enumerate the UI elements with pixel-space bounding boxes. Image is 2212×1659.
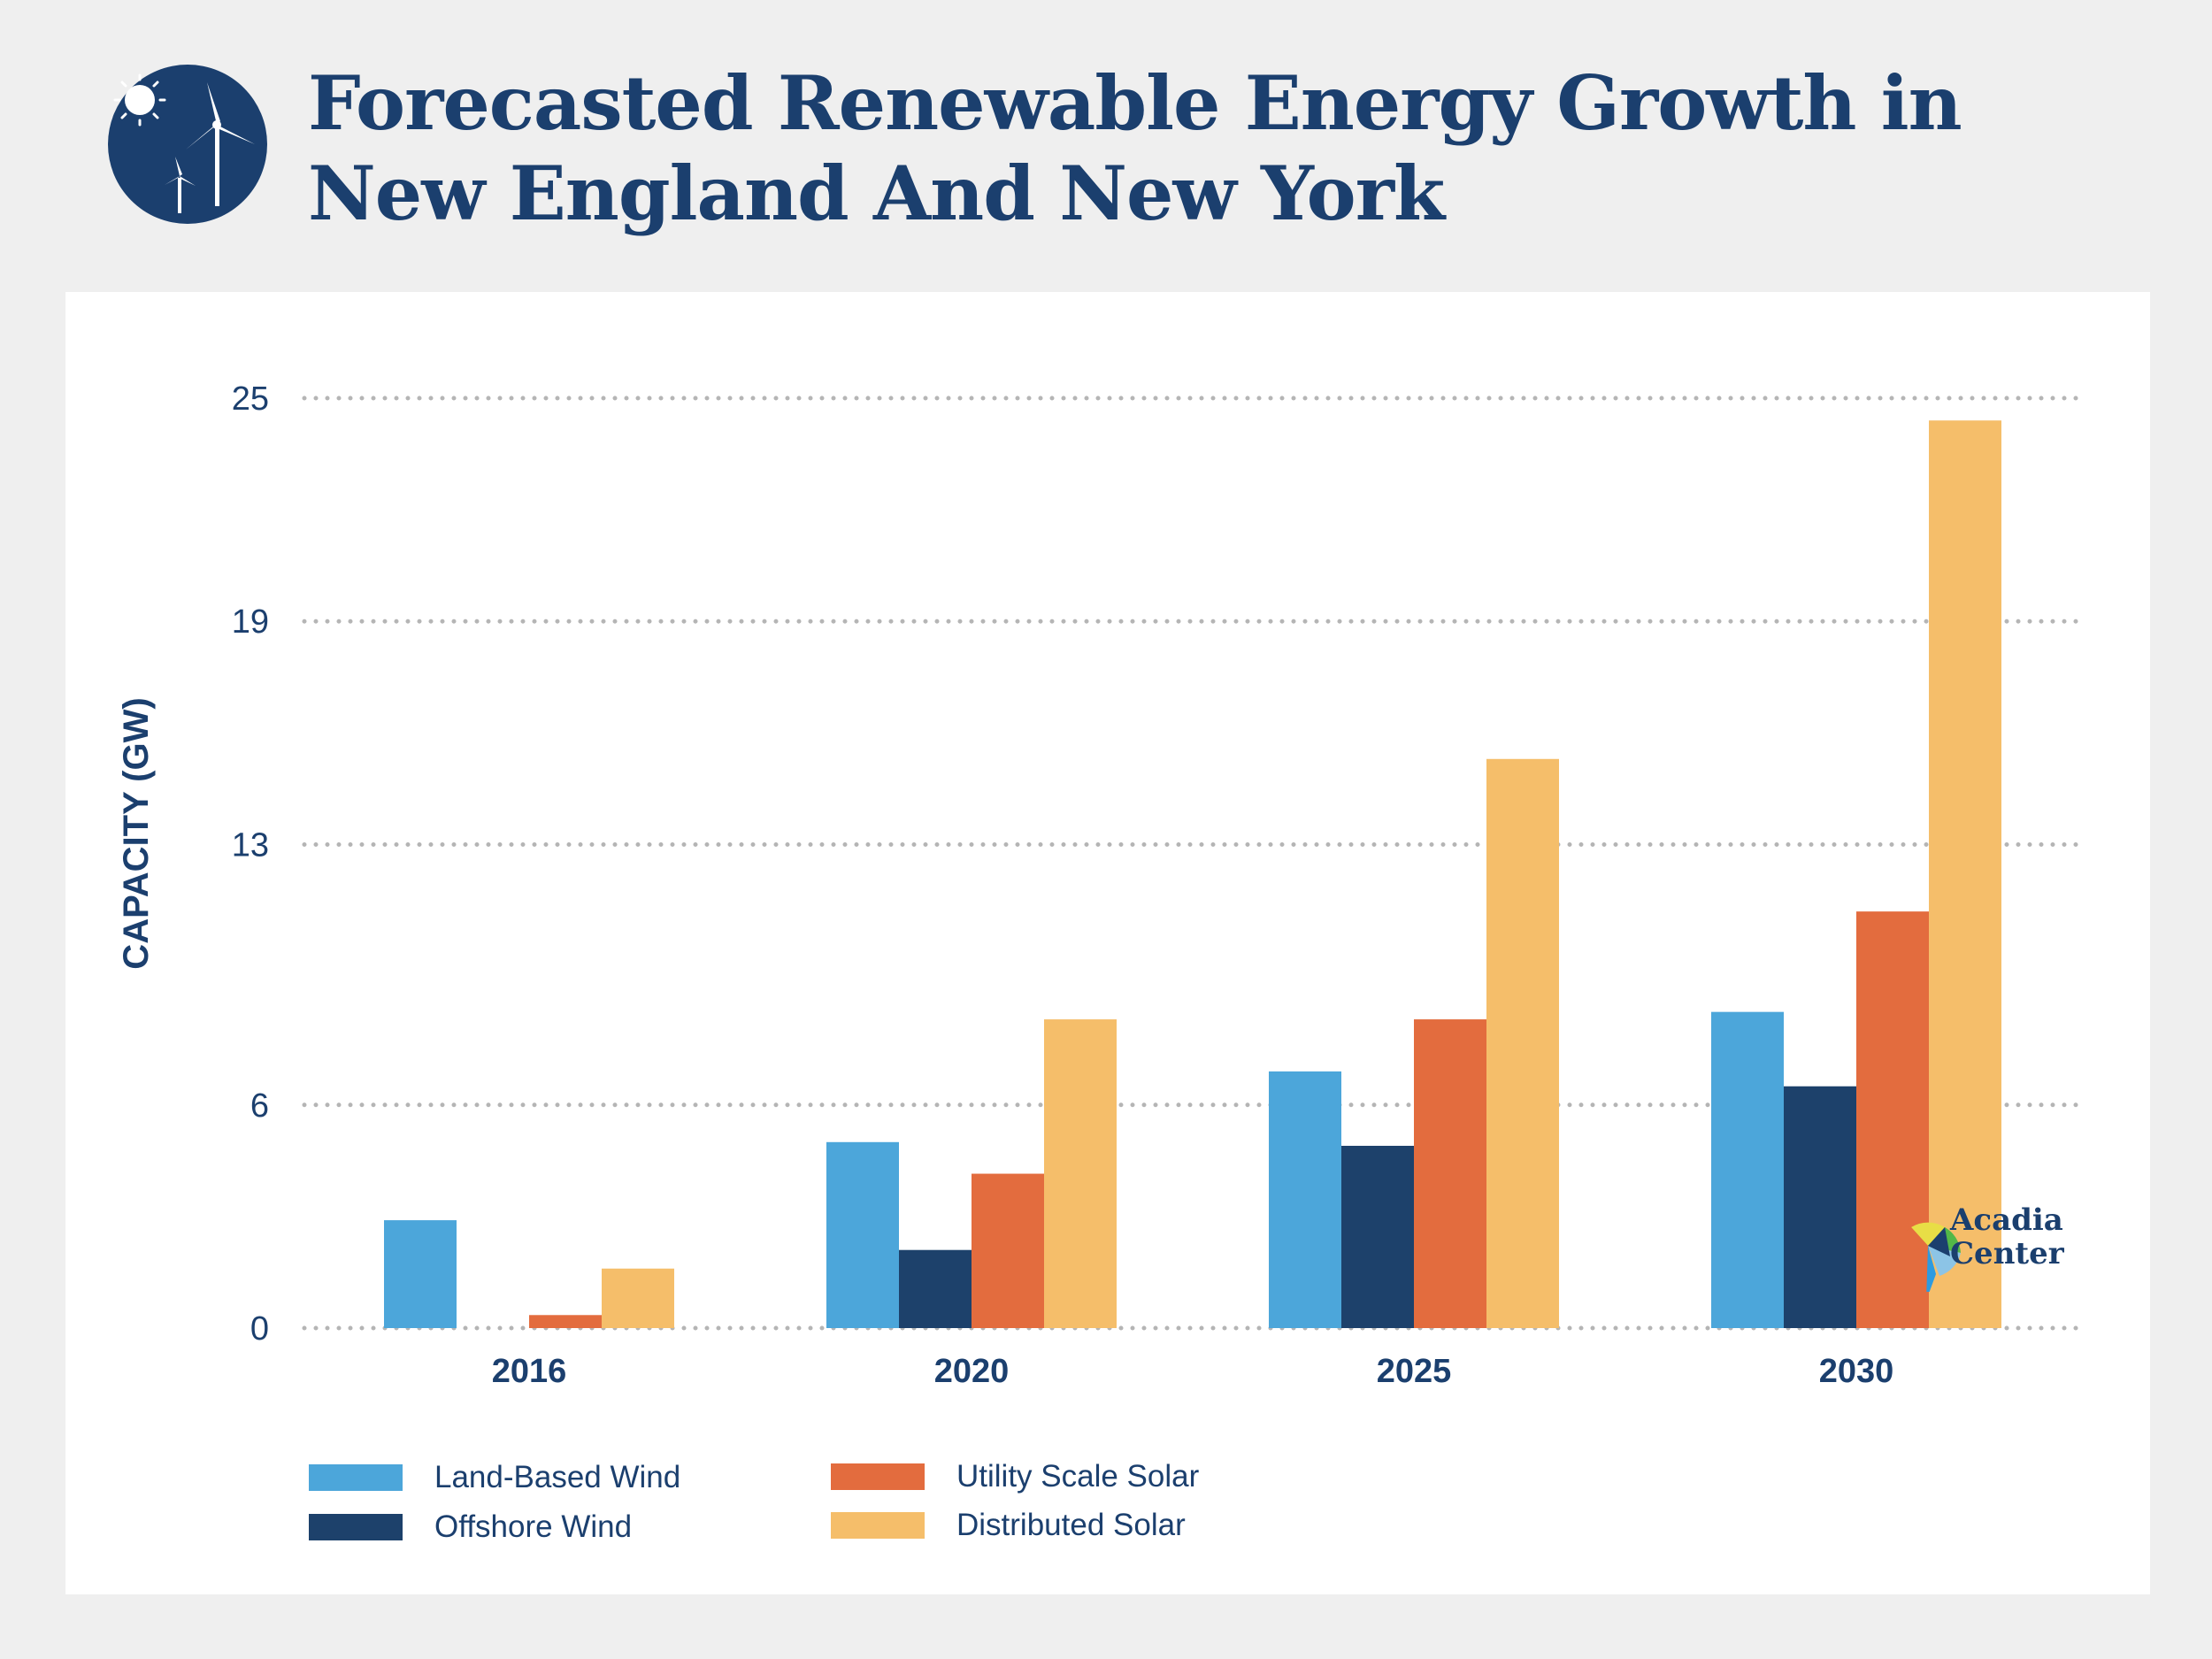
y-tick-label: 19 bbox=[232, 603, 269, 641]
logo-line-2: Center bbox=[1950, 1236, 2064, 1271]
y-axis-label: CAPACITY (GW) bbox=[117, 697, 156, 969]
legend: Land-Based Wind Offshore Wind Utility Scal… bbox=[65, 292, 2150, 1594]
legend-item-distributed-solar: Distributed Solar bbox=[831, 1508, 1186, 1543]
bar-distributed-solar-2025 bbox=[1486, 758, 1559, 1328]
legend-label: Offshore Wind bbox=[434, 1509, 633, 1544]
legend-swatch bbox=[831, 1512, 925, 1539]
bar-utility-scale-solar-2030 bbox=[1856, 911, 1929, 1328]
legend-item-land-based-wind: Land-Based Wind bbox=[309, 1460, 680, 1495]
logo-line-1: Acadia bbox=[1950, 1202, 2063, 1238]
logo-text: Acadia Center bbox=[1950, 1203, 2064, 1271]
legend-label: Utility Scale Solar bbox=[956, 1459, 1200, 1494]
y-tick-label: 0 bbox=[250, 1310, 269, 1348]
y-tick-label: 6 bbox=[250, 1087, 269, 1125]
title-line-2: New England And New York bbox=[308, 150, 1445, 237]
bar-utility-scale-solar-2025 bbox=[1414, 1019, 1486, 1328]
title-line-1: Forecasted Renewable Energy Growth in bbox=[308, 59, 1962, 147]
bar-offshore-wind-2025 bbox=[1341, 1146, 1414, 1328]
bar-land-based-wind-2025 bbox=[1269, 1071, 1341, 1328]
bar-utility-scale-solar-2020 bbox=[972, 1173, 1044, 1328]
x-tick-label-2030: 2030 bbox=[1819, 1353, 1894, 1390]
x-tick-label-2020: 2020 bbox=[934, 1353, 1010, 1390]
bar-land-based-wind-2020 bbox=[826, 1141, 899, 1328]
bar-distributed-solar-2020 bbox=[1044, 1019, 1117, 1328]
legend-label: Land-Based Wind bbox=[434, 1460, 681, 1494]
x-tick-label-2025: 2025 bbox=[1377, 1353, 1452, 1390]
bars bbox=[384, 420, 2001, 1328]
bar-offshore-wind-2020 bbox=[899, 1249, 972, 1328]
legend-item-utility-scale-solar: Utility Scale Solar bbox=[831, 1459, 1199, 1494]
sun-and-wind-turbines-icon bbox=[108, 65, 267, 224]
legend-label: Distributed Solar bbox=[956, 1508, 1186, 1542]
bar-distributed-solar-2016 bbox=[602, 1268, 674, 1328]
bar-land-based-wind-2030 bbox=[1711, 1011, 1784, 1328]
acadia-center-logo bbox=[1897, 1222, 1961, 1292]
y-tick-label: 25 bbox=[232, 380, 269, 418]
bar-offshore-wind-2030 bbox=[1784, 1086, 1856, 1328]
legend-item-offshore-wind: Offshore Wind bbox=[309, 1509, 632, 1545]
bar-utility-scale-solar-2016 bbox=[529, 1315, 602, 1328]
legend-swatch bbox=[309, 1464, 403, 1491]
y-tick-label: 13 bbox=[232, 826, 269, 864]
bar-land-based-wind-2016 bbox=[384, 1220, 457, 1328]
bar-distributed-solar-2030 bbox=[1929, 420, 2001, 1328]
x-tick-label-2016: 2016 bbox=[492, 1353, 567, 1390]
x-axis-ticks: 2016 2020 2025 2030 bbox=[492, 1353, 1894, 1390]
legend-swatch bbox=[831, 1463, 925, 1490]
page-title: Forecasted Renewable Energy Growth in Ne… bbox=[308, 58, 2078, 239]
legend-swatch bbox=[309, 1514, 403, 1540]
chart-card: 0 6 13 19 25 2016 2020 2025 2030 CAPACITY (GW) … bbox=[65, 292, 2150, 1594]
y-axis-ticks: 0 6 13 19 25 bbox=[232, 380, 269, 1348]
bar-chart: 0 6 13 19 25 2016 2020 2025 2030 CAPACITY (GW) bbox=[117, 380, 2085, 1390]
